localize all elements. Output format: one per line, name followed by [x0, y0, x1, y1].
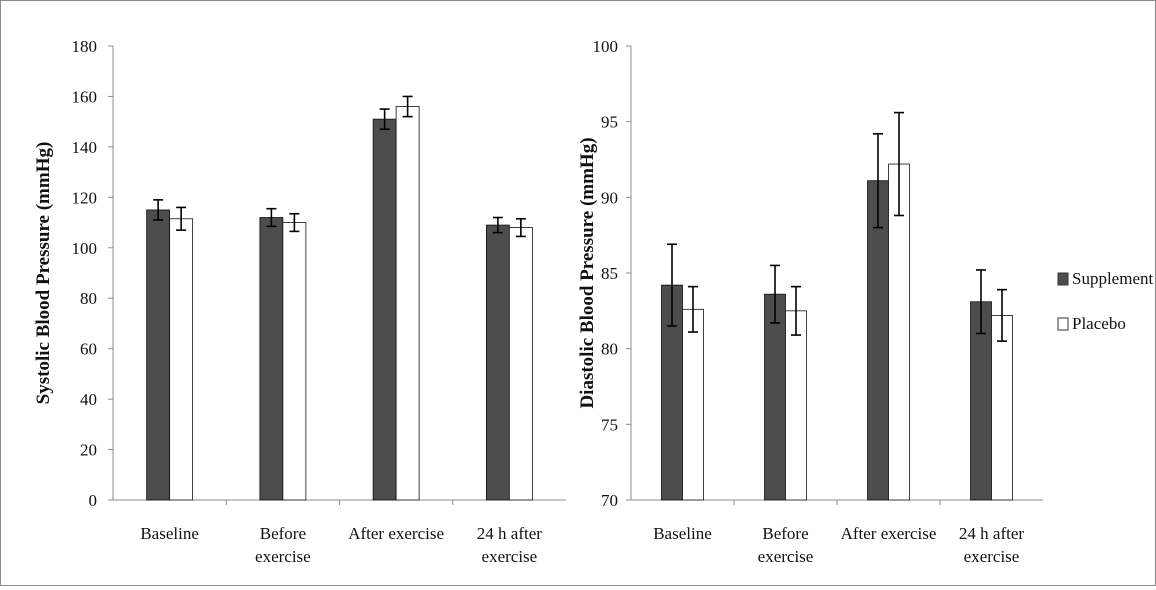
x-tick-label-line: exercise	[482, 547, 538, 566]
x-tick-label-line: Before	[762, 524, 808, 543]
bar-supplement	[867, 180, 889, 501]
bar-placebo	[508, 227, 533, 501]
x-tick-label-line: Baseline	[653, 524, 712, 543]
y-tick-label: 140	[72, 138, 98, 157]
y-tick-label: 100	[593, 37, 619, 56]
x-tick-label-line: 24 h after	[959, 524, 1024, 543]
bar-supplement	[764, 293, 786, 501]
legend-swatch-supplement	[1057, 272, 1069, 286]
bar-supplement	[259, 217, 284, 501]
x-tick-label-line: exercise	[255, 547, 311, 566]
y-tick-label: 90	[601, 188, 618, 207]
x-tick-label-line: After exercise	[348, 524, 444, 543]
x-tick-label-line: exercise	[964, 547, 1020, 566]
chart-panel-1: 0 20 40 60 80 100 120 140 160 180 Systolic Blood P…	[33, 37, 566, 566]
x-tick-label-line: exercise	[758, 547, 814, 566]
x-tick-label-line: Baseline	[140, 524, 199, 543]
x-tick-label: After exercise	[348, 524, 444, 543]
legend-label-supplement: Supplement	[1072, 269, 1153, 288]
bar-supplement	[485, 224, 510, 501]
x-tick-label-line: After exercise	[841, 524, 937, 543]
y-tick-label: 80	[80, 289, 97, 308]
bar-placebo	[991, 314, 1013, 501]
bar-placebo	[395, 106, 420, 501]
bar-supplement	[372, 118, 397, 501]
x-tick-label: Baseline	[653, 524, 712, 543]
y-tick-label: 40	[80, 390, 97, 409]
legend-swatch-placebo	[1057, 317, 1069, 331]
x-tick-label-line: 24 h after	[477, 524, 542, 543]
x-tick-label: 24 h after exercise	[477, 524, 542, 566]
y-tick-label: 75	[601, 415, 618, 434]
y-tick-label: 60	[80, 340, 97, 359]
x-tick-label: Before exercise	[255, 524, 311, 566]
y-axis-title: Diastolic Blood Pressure (mmHg)	[577, 137, 598, 408]
bar-supplement	[146, 209, 171, 501]
x-tick-label: 24 h after exercise	[959, 524, 1024, 566]
y-tick-label: 180	[72, 37, 98, 56]
y-tick-label: 80	[601, 340, 618, 359]
legend-label-placebo: Placebo	[1072, 314, 1126, 333]
bar-placebo	[282, 222, 307, 501]
x-tick-label-line: Before	[260, 524, 306, 543]
y-tick-label: 85	[601, 264, 618, 283]
bar-placebo	[785, 310, 807, 501]
x-tick-label: After exercise	[841, 524, 937, 543]
y-axis-title: Systolic Blood Pressure (mmHg)	[33, 142, 54, 405]
y-tick-label: 100	[72, 239, 98, 258]
y-tick-label: 20	[80, 441, 97, 460]
y-tick-label: 160	[72, 87, 98, 106]
x-tick-label: Before exercise	[758, 524, 814, 566]
y-tick-label: 70	[601, 491, 618, 510]
y-tick-label: 0	[89, 491, 98, 510]
y-tick-label: 95	[601, 113, 618, 132]
y-tick-label: 120	[72, 188, 98, 207]
bar-placebo	[169, 218, 194, 501]
chart-panel-2: 70 75 80 85 90 95 100 Diastolic Blood Pressure …	[577, 37, 1043, 566]
x-tick-label: Baseline	[140, 524, 199, 543]
legend: Supplement Placebo	[1057, 269, 1153, 333]
bar-placebo	[682, 308, 704, 501]
